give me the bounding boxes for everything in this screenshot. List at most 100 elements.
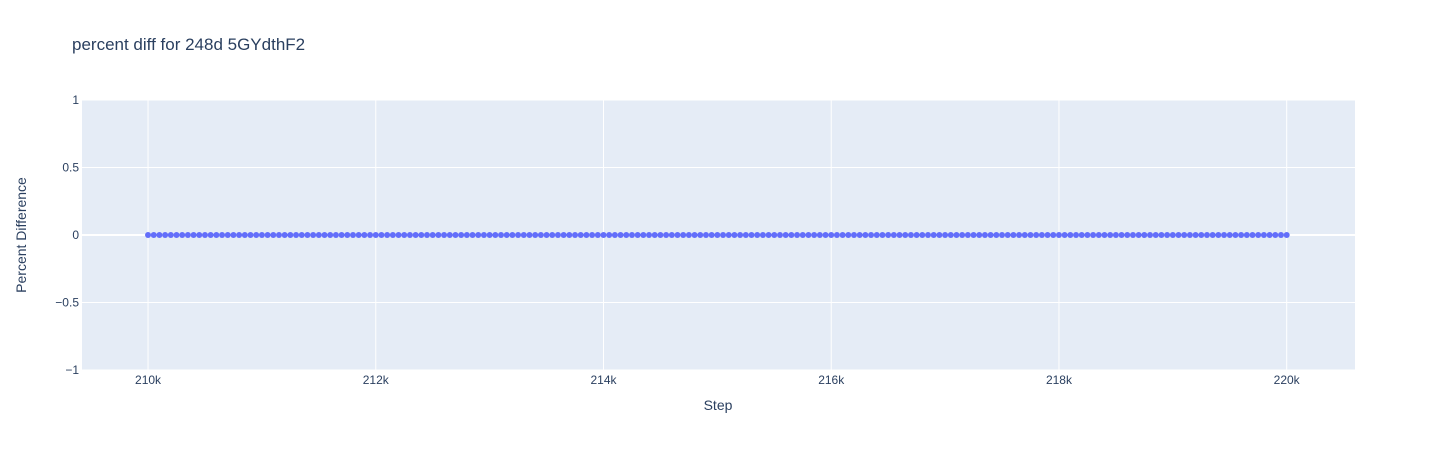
data-point xyxy=(754,232,761,238)
data-point xyxy=(1112,232,1119,238)
data-point xyxy=(498,232,505,238)
data-point xyxy=(583,232,590,238)
data-point xyxy=(1272,232,1279,238)
data-point xyxy=(321,232,328,238)
data-point xyxy=(930,232,937,238)
data-point xyxy=(480,232,487,238)
data-point xyxy=(663,232,670,238)
data-point xyxy=(839,232,846,238)
data-point xyxy=(401,232,408,238)
data-point xyxy=(532,232,539,238)
data-point xyxy=(594,232,601,238)
data-point xyxy=(150,232,157,238)
data-point xyxy=(942,232,949,238)
data-point xyxy=(868,232,875,238)
data-point xyxy=(1067,232,1074,238)
data-point xyxy=(201,232,208,238)
data-point xyxy=(1101,232,1108,238)
chart-title: percent diff for 248d 5GYdthF2 xyxy=(72,35,305,54)
data-point xyxy=(1147,232,1154,238)
data-point xyxy=(634,232,641,238)
data-point xyxy=(1266,232,1273,238)
data-point xyxy=(1061,232,1068,238)
x-tick-label: 218k xyxy=(1046,373,1073,387)
data-point xyxy=(446,232,453,238)
data-point xyxy=(828,232,835,238)
x-axis-title: Step xyxy=(704,397,733,413)
data-point xyxy=(1078,232,1085,238)
data-point xyxy=(167,232,174,238)
data-point xyxy=(850,232,857,238)
data-point xyxy=(406,232,413,238)
data-point xyxy=(742,232,749,238)
data-point xyxy=(424,232,431,238)
data-point xyxy=(332,232,339,238)
data-point xyxy=(526,232,533,238)
data-point xyxy=(1164,232,1171,238)
data-point xyxy=(646,232,653,238)
data-point xyxy=(702,232,709,238)
data-point xyxy=(685,232,692,238)
data-point xyxy=(463,232,470,238)
data-point xyxy=(1283,232,1290,238)
data-point xyxy=(811,232,818,238)
data-point xyxy=(959,232,966,238)
data-point xyxy=(179,232,186,238)
data-point xyxy=(270,232,277,238)
data-point xyxy=(1255,232,1262,238)
data-point xyxy=(1175,232,1182,238)
data-point xyxy=(469,232,476,238)
data-point xyxy=(572,232,579,238)
data-point xyxy=(1238,232,1245,238)
data-point xyxy=(771,232,778,238)
data-point xyxy=(885,232,892,238)
data-point xyxy=(697,232,704,238)
data-point xyxy=(287,232,294,238)
x-tick-label: 214k xyxy=(590,373,617,387)
data-point xyxy=(902,232,909,238)
data-point xyxy=(691,232,698,238)
data-point xyxy=(822,232,829,238)
tick-labels: 210k 212k 214k 216k 218k 220k 1 0.5 0 −0.5 −1 xyxy=(55,93,1300,387)
data-point xyxy=(674,232,681,238)
data-point xyxy=(759,232,766,238)
data-point xyxy=(737,232,744,238)
data-point xyxy=(782,232,789,238)
data-point xyxy=(566,232,573,238)
data-point xyxy=(953,232,960,238)
data-point xyxy=(1192,232,1199,238)
data-point xyxy=(964,232,971,238)
data-point xyxy=(361,232,368,238)
data-point xyxy=(987,232,994,238)
data-point xyxy=(378,232,385,238)
data-point xyxy=(1129,232,1136,238)
data-point xyxy=(344,232,351,238)
data-point xyxy=(611,232,618,238)
data-point xyxy=(560,232,567,238)
data-point xyxy=(412,232,419,238)
series-markers xyxy=(145,232,1290,238)
data-point xyxy=(862,232,869,238)
data-point xyxy=(264,232,271,238)
data-point xyxy=(628,232,635,238)
data-point xyxy=(776,232,783,238)
data-point xyxy=(1158,232,1165,238)
data-point xyxy=(577,232,584,238)
data-point xyxy=(338,232,345,238)
data-point xyxy=(236,232,243,238)
data-point xyxy=(1209,232,1216,238)
data-point xyxy=(720,232,727,238)
data-point xyxy=(384,232,391,238)
data-point xyxy=(452,232,459,238)
data-point xyxy=(1203,232,1210,238)
x-tick-label: 220k xyxy=(1274,373,1301,387)
y-axis-title: Percent Difference xyxy=(13,177,29,293)
data-point xyxy=(435,232,442,238)
data-point xyxy=(1016,232,1023,238)
data-point xyxy=(156,232,163,238)
data-point xyxy=(549,232,556,238)
data-point xyxy=(981,232,988,238)
data-point xyxy=(1090,232,1097,238)
data-point xyxy=(162,232,169,238)
